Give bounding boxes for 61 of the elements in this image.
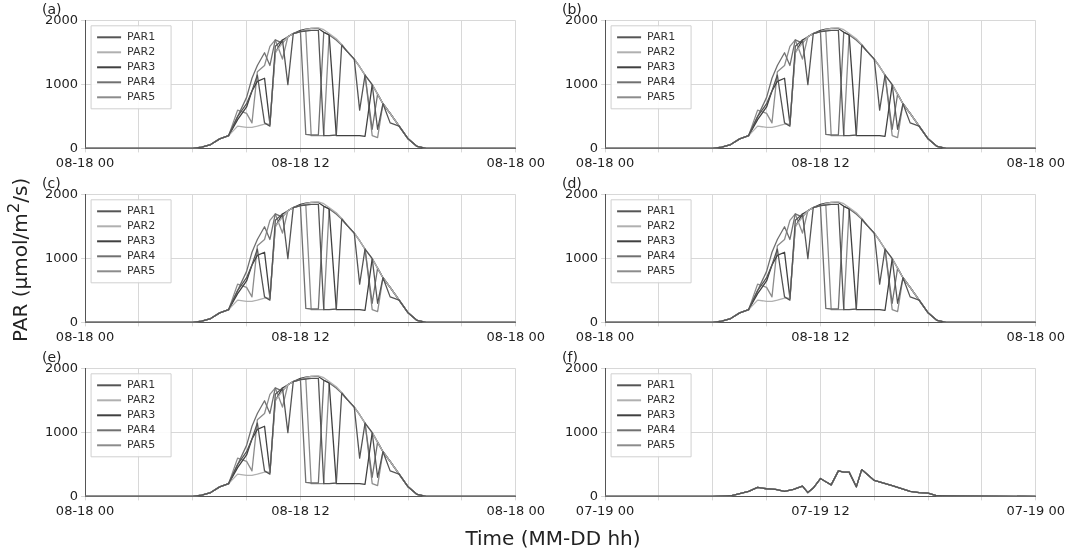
y-tick-label: 0 [69, 487, 79, 503]
legend-label: PAR2 [647, 219, 676, 233]
x-tick-label: 08-18 12 [271, 502, 330, 518]
y-tick-label: 0 [589, 313, 599, 329]
legend-label: PAR5 [127, 90, 156, 104]
legend-label: PAR2 [647, 45, 676, 59]
legend-label: PAR3 [647, 408, 676, 422]
legend-label: PAR5 [647, 90, 676, 104]
legend-label: PAR3 [127, 234, 156, 248]
legend-label: PAR1 [127, 30, 156, 44]
legend-label: PAR5 [127, 438, 156, 452]
x-tick-label: 08-18 00 [575, 328, 635, 344]
y-tick-label: 1000 [44, 423, 79, 439]
x-tick-label: 08-18 00 [486, 154, 545, 170]
y-tick-label: 1000 [564, 249, 599, 265]
legend-label: PAR1 [647, 204, 676, 218]
x-tick-label: 08-18 00 [55, 154, 115, 170]
legend-label: PAR5 [647, 438, 676, 452]
y-tick-label: 1000 [564, 75, 599, 91]
x-tick-label: 08-18 00 [55, 502, 115, 518]
x-tick-label: 08-18 00 [486, 328, 545, 344]
legend-label: PAR3 [127, 60, 156, 74]
legend-label: PAR4 [647, 423, 676, 437]
x-tick-label: 07-19 00 [575, 502, 635, 518]
x-tick-label: 08-18 00 [55, 328, 115, 344]
y-tick-label: 1000 [564, 423, 599, 439]
legend-label: PAR5 [127, 264, 156, 278]
y-tick-label: 0 [69, 313, 79, 329]
legend-label: PAR3 [647, 234, 676, 248]
legend-label: PAR4 [127, 75, 156, 89]
y-tick-label: 0 [69, 139, 79, 155]
x-tick-label: 08-18 00 [1006, 328, 1065, 344]
legend-label: PAR3 [127, 408, 156, 422]
legend-label: PAR2 [127, 45, 156, 59]
x-tick-label: 08-18 12 [271, 328, 330, 344]
legend-label: PAR2 [127, 393, 156, 407]
legend-label: PAR1 [127, 378, 156, 392]
legend-label: PAR4 [127, 423, 156, 437]
legend-label: PAR5 [647, 264, 676, 278]
x-tick-label: 08-18 00 [1006, 154, 1065, 170]
x-tick-label: 08-18 12 [791, 154, 850, 170]
x-tick-label: 07-19 00 [1006, 502, 1065, 518]
legend-label: PAR2 [127, 219, 156, 233]
legend-label: PAR4 [647, 249, 676, 263]
y-tick-label: 0 [589, 139, 599, 155]
legend-label: PAR4 [647, 75, 676, 89]
legend-label: PAR1 [647, 378, 676, 392]
x-tick-label: 07-19 12 [791, 502, 850, 518]
x-tick-label: 08-18 00 [486, 502, 545, 518]
y-tick-label: 1000 [44, 249, 79, 265]
legend-label: PAR1 [127, 204, 156, 218]
x-tick-label: 08-18 12 [271, 154, 330, 170]
y-tick-label: 0 [589, 487, 599, 503]
x-tick-label: 08-18 00 [575, 154, 635, 170]
legend-label: PAR3 [647, 60, 676, 74]
legend-label: PAR2 [647, 393, 676, 407]
legend-label: PAR1 [647, 30, 676, 44]
x-axis-title: Time (MM-DD hh) [464, 526, 642, 550]
y-tick-label: 1000 [44, 75, 79, 91]
x-tick-label: 08-18 12 [791, 328, 850, 344]
legend-label: PAR4 [127, 249, 156, 263]
